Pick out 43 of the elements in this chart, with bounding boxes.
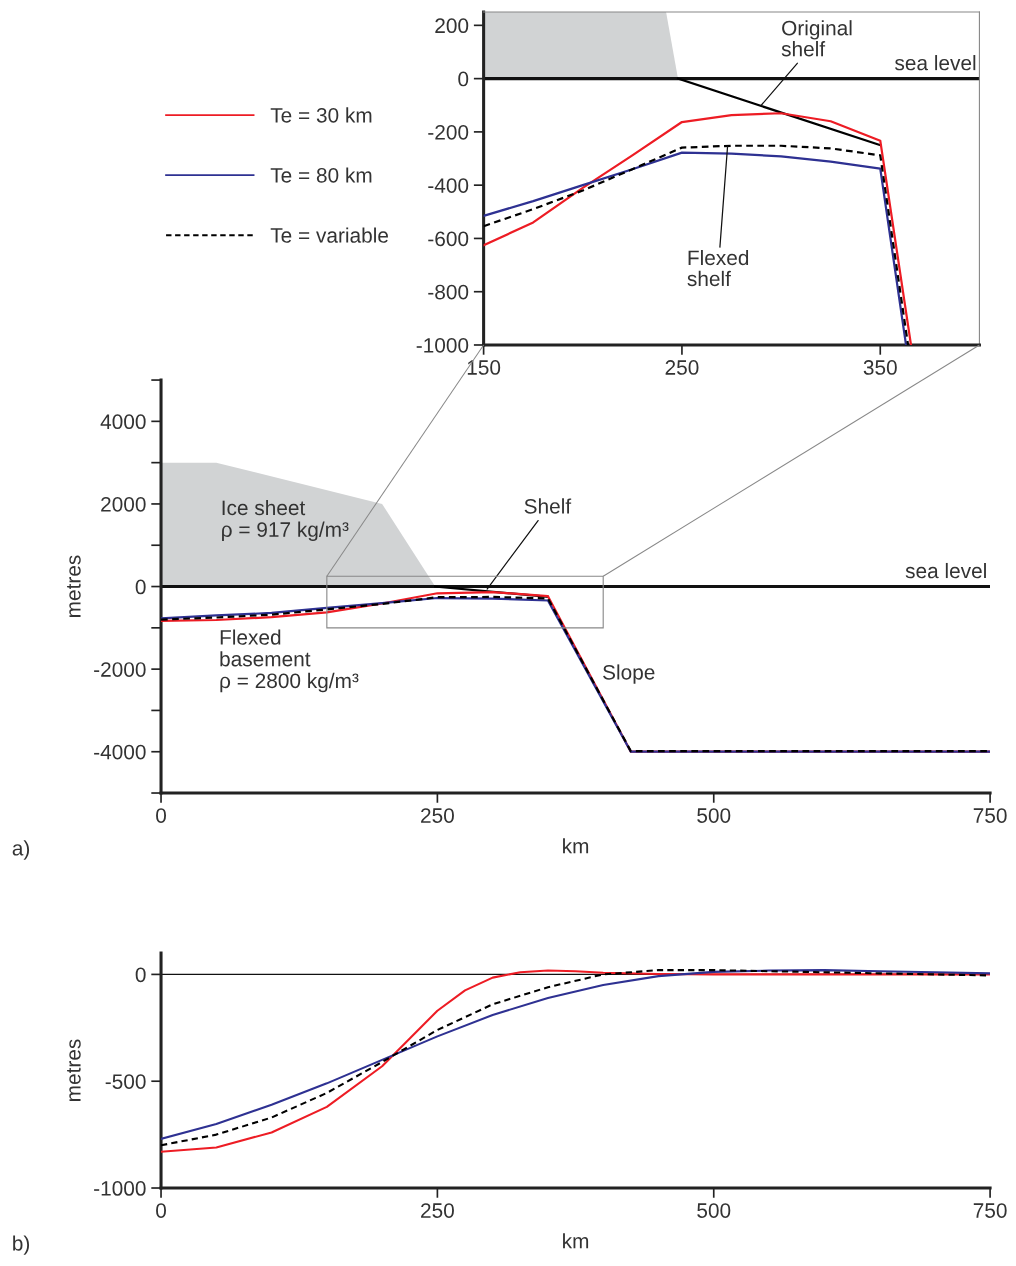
- y-tick-label: -800: [428, 284, 469, 300]
- x-tick-label: 500: [697, 808, 731, 823]
- legend-label: Te = variable: [270, 227, 389, 243]
- annotation: Slope: [603, 664, 655, 684]
- y-tick-label: -600: [428, 231, 469, 247]
- x-tick-label: 750: [973, 1203, 1007, 1218]
- annotation: Ice sheet ρ = 917 kg/m³: [222, 499, 349, 542]
- y-tick-label: 0: [458, 71, 469, 87]
- annotation: Original shelf: [781, 20, 852, 57]
- y-tick-label: -400: [428, 178, 469, 193]
- y-axis-title: metres: [67, 1039, 81, 1101]
- annotation: Flexed basement ρ = 2800 kg/m³: [220, 629, 359, 693]
- ref-line-label: sea level: [905, 562, 986, 579]
- text: a): [12, 840, 30, 860]
- x-axis-title: km: [563, 1233, 589, 1249]
- y-tick-label: -1000: [94, 1181, 146, 1196]
- y-tick-label: 4000: [100, 414, 146, 430]
- x-tick-label: 500: [697, 1203, 731, 1218]
- x-tick-label: 0: [156, 808, 167, 823]
- x-axis-title: km: [563, 838, 589, 854]
- legend-label: Te = 80 km: [270, 167, 372, 183]
- y-tick-label: 200: [435, 18, 469, 34]
- x-tick-label: 250: [421, 1203, 454, 1218]
- annotation: Shelf: [524, 498, 572, 514]
- text: b): [13, 1235, 30, 1255]
- y-tick-label: 0: [135, 967, 146, 983]
- y-tick-label: -200: [428, 124, 469, 140]
- x-tick-label: 350: [863, 360, 897, 375]
- x-tick-label: 250: [665, 360, 699, 375]
- y-axis-title: metres: [67, 555, 81, 617]
- y-tick-label: -1000: [416, 337, 469, 353]
- ref-line-label: sea level: [895, 55, 976, 71]
- legend-label: Te = 30 km: [270, 107, 372, 123]
- annotation: Flexed shelf: [687, 249, 749, 287]
- y-tick-label: -4000: [94, 744, 146, 760]
- y-tick-label: -2000: [94, 662, 146, 677]
- y-tick-label: 2000: [101, 496, 146, 512]
- x-tick-label: 250: [421, 808, 454, 823]
- y-tick-label: 0: [135, 579, 146, 595]
- x-tick-label: 0: [156, 1203, 167, 1218]
- x-tick-label: 750: [973, 808, 1007, 823]
- x-tick-label: 150: [467, 360, 501, 375]
- y-tick-label: -500: [105, 1074, 146, 1089]
